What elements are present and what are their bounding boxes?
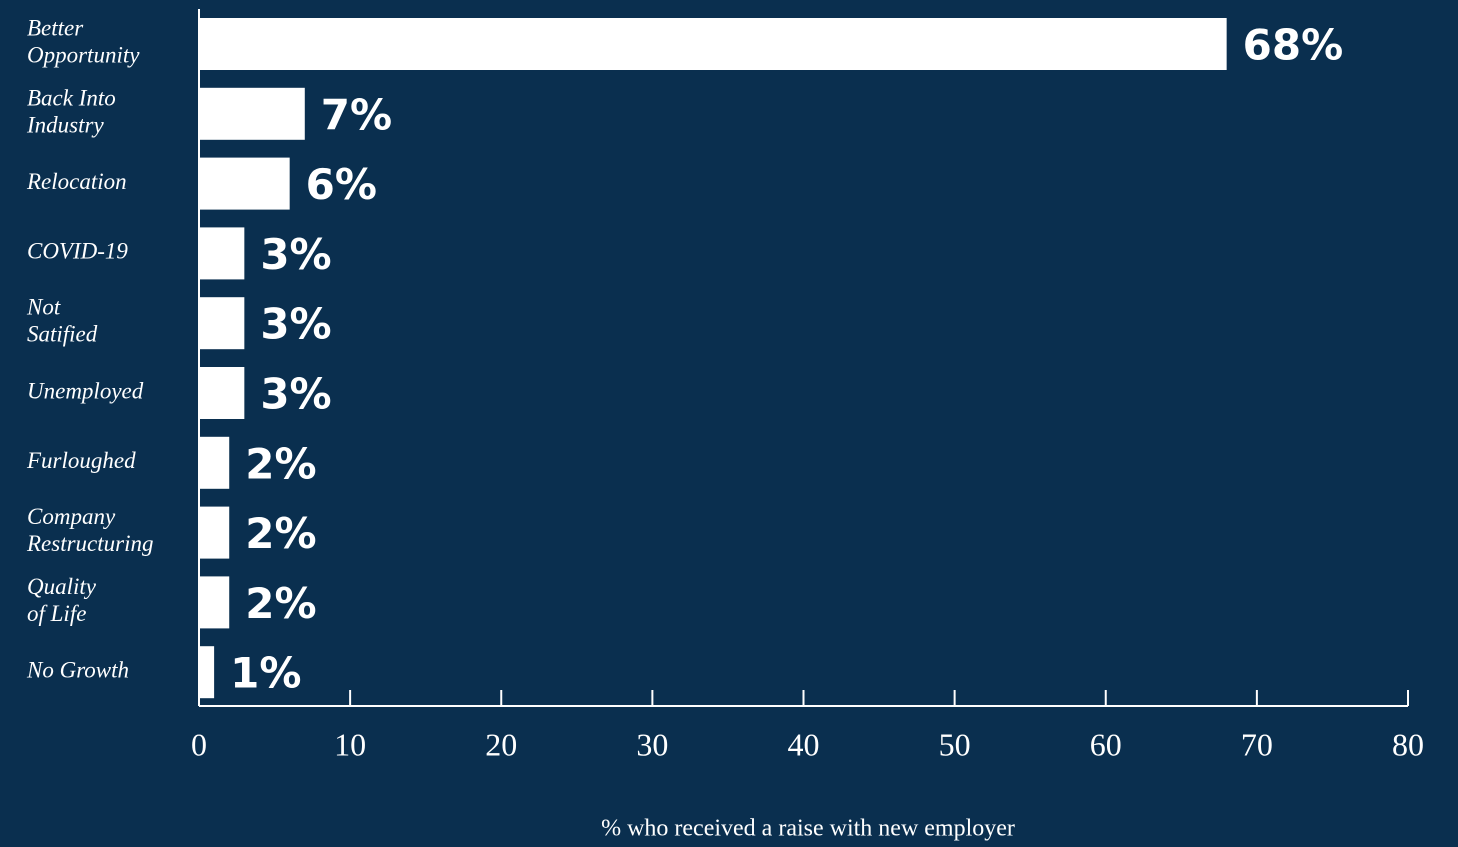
bar [199,646,215,699]
y-tick-label: No Growth [26,657,129,682]
value-label: 6% [306,160,377,209]
y-tick-label: Unemployed [27,378,144,403]
y-tick-label: Quality of Life [27,574,97,626]
x-tick-label: 60 [1090,726,1122,762]
y-tick-label: Back Into Industry [26,86,116,138]
bar [199,157,290,210]
value-label: 2% [245,509,316,558]
bar [199,436,230,489]
x-tick-label: 50 [939,726,971,762]
x-tick-label: 70 [1241,726,1273,762]
y-tick-label: Relocation [26,169,127,194]
value-label: 3% [260,370,331,419]
value-label: 2% [245,579,316,628]
value-label: 68% [1243,21,1344,70]
bar [199,506,230,559]
y-tick-label: Better Opportunity [27,16,140,68]
bar [199,18,1227,70]
y-tick-label: Furloughed [26,448,136,473]
value-label: 1% [230,649,301,698]
value-label: 2% [245,439,316,488]
value-label: 7% [321,90,392,139]
y-tick-label: Not Satified [26,295,98,347]
bar [199,297,245,350]
bar [199,576,230,629]
bar [199,87,305,140]
x-tick-label: 40 [788,726,820,762]
x-tick-label: 20 [485,726,517,762]
y-tick-label: COVID-19 [27,239,128,264]
x-tick-label: 0 [191,726,207,762]
x-tick-label: 30 [636,726,668,762]
x-axis-label: % who received a raise with new employer [601,816,1015,842]
value-label: 3% [260,230,331,279]
x-tick-label: 10 [334,726,366,762]
value-label: 3% [260,300,331,349]
bar [199,367,245,419]
bar [199,227,245,280]
x-tick-label: 80 [1392,726,1424,762]
y-tick-label: Company Restructuring [26,504,154,556]
